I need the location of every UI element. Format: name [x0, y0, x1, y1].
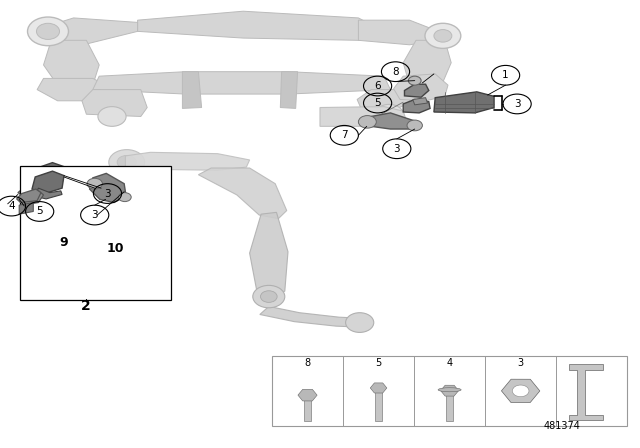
Polygon shape	[138, 11, 384, 40]
Polygon shape	[250, 212, 288, 297]
Bar	[272, 356, 627, 426]
Polygon shape	[35, 188, 62, 199]
Polygon shape	[358, 20, 438, 45]
Polygon shape	[403, 99, 430, 113]
Circle shape	[407, 120, 422, 131]
Text: 3: 3	[394, 144, 400, 154]
Polygon shape	[198, 168, 287, 219]
Polygon shape	[82, 90, 147, 116]
Polygon shape	[357, 90, 410, 113]
Text: 8: 8	[392, 67, 399, 77]
Circle shape	[425, 23, 461, 48]
Polygon shape	[125, 152, 250, 170]
Circle shape	[90, 179, 105, 190]
Text: 5: 5	[376, 358, 381, 368]
Polygon shape	[434, 92, 494, 113]
Polygon shape	[37, 78, 115, 101]
Polygon shape	[22, 194, 35, 204]
Circle shape	[98, 107, 126, 126]
Circle shape	[408, 76, 421, 85]
Text: 10: 10	[106, 242, 124, 255]
Polygon shape	[413, 98, 428, 105]
Polygon shape	[19, 202, 33, 214]
Text: 9: 9	[60, 236, 68, 250]
Polygon shape	[90, 173, 126, 202]
Polygon shape	[36, 178, 62, 189]
Polygon shape	[260, 306, 358, 327]
Polygon shape	[24, 184, 45, 196]
Circle shape	[358, 116, 376, 128]
Text: 4: 4	[447, 358, 452, 368]
Text: 3: 3	[518, 358, 524, 368]
Polygon shape	[93, 72, 390, 94]
Polygon shape	[22, 191, 44, 205]
Polygon shape	[403, 40, 451, 85]
Bar	[304, 400, 312, 421]
Text: 5: 5	[36, 207, 43, 216]
Polygon shape	[17, 189, 41, 202]
Text: 6: 6	[374, 81, 381, 91]
Polygon shape	[35, 163, 64, 184]
Polygon shape	[280, 72, 298, 108]
Text: 4: 4	[8, 201, 15, 211]
Polygon shape	[320, 107, 406, 126]
Text: 481374: 481374	[543, 422, 580, 431]
Polygon shape	[365, 113, 415, 129]
Circle shape	[119, 194, 132, 202]
Circle shape	[87, 178, 102, 189]
Bar	[446, 394, 453, 421]
Circle shape	[118, 193, 131, 202]
Circle shape	[36, 23, 60, 39]
Polygon shape	[570, 364, 604, 420]
Text: 7: 7	[341, 130, 348, 140]
Bar	[20, 166, 171, 300]
Polygon shape	[18, 183, 42, 196]
Text: 5: 5	[374, 98, 381, 108]
Polygon shape	[394, 74, 448, 101]
Text: 3: 3	[104, 189, 111, 198]
Polygon shape	[44, 40, 99, 85]
Circle shape	[117, 155, 136, 169]
Polygon shape	[32, 171, 64, 194]
Polygon shape	[45, 18, 138, 45]
Circle shape	[109, 150, 145, 175]
Text: 3: 3	[92, 210, 98, 220]
Circle shape	[28, 17, 68, 46]
Circle shape	[260, 291, 277, 302]
Text: 2: 2	[81, 298, 91, 313]
Circle shape	[513, 385, 529, 397]
Circle shape	[346, 313, 374, 332]
Polygon shape	[182, 72, 202, 108]
Polygon shape	[404, 84, 429, 97]
Ellipse shape	[438, 388, 461, 392]
Circle shape	[375, 104, 403, 124]
Text: 1: 1	[502, 70, 509, 80]
Text: 3: 3	[514, 99, 520, 109]
Bar	[375, 392, 382, 421]
Polygon shape	[91, 175, 127, 202]
Text: 8: 8	[305, 358, 310, 368]
Circle shape	[434, 30, 452, 42]
Circle shape	[253, 285, 285, 308]
